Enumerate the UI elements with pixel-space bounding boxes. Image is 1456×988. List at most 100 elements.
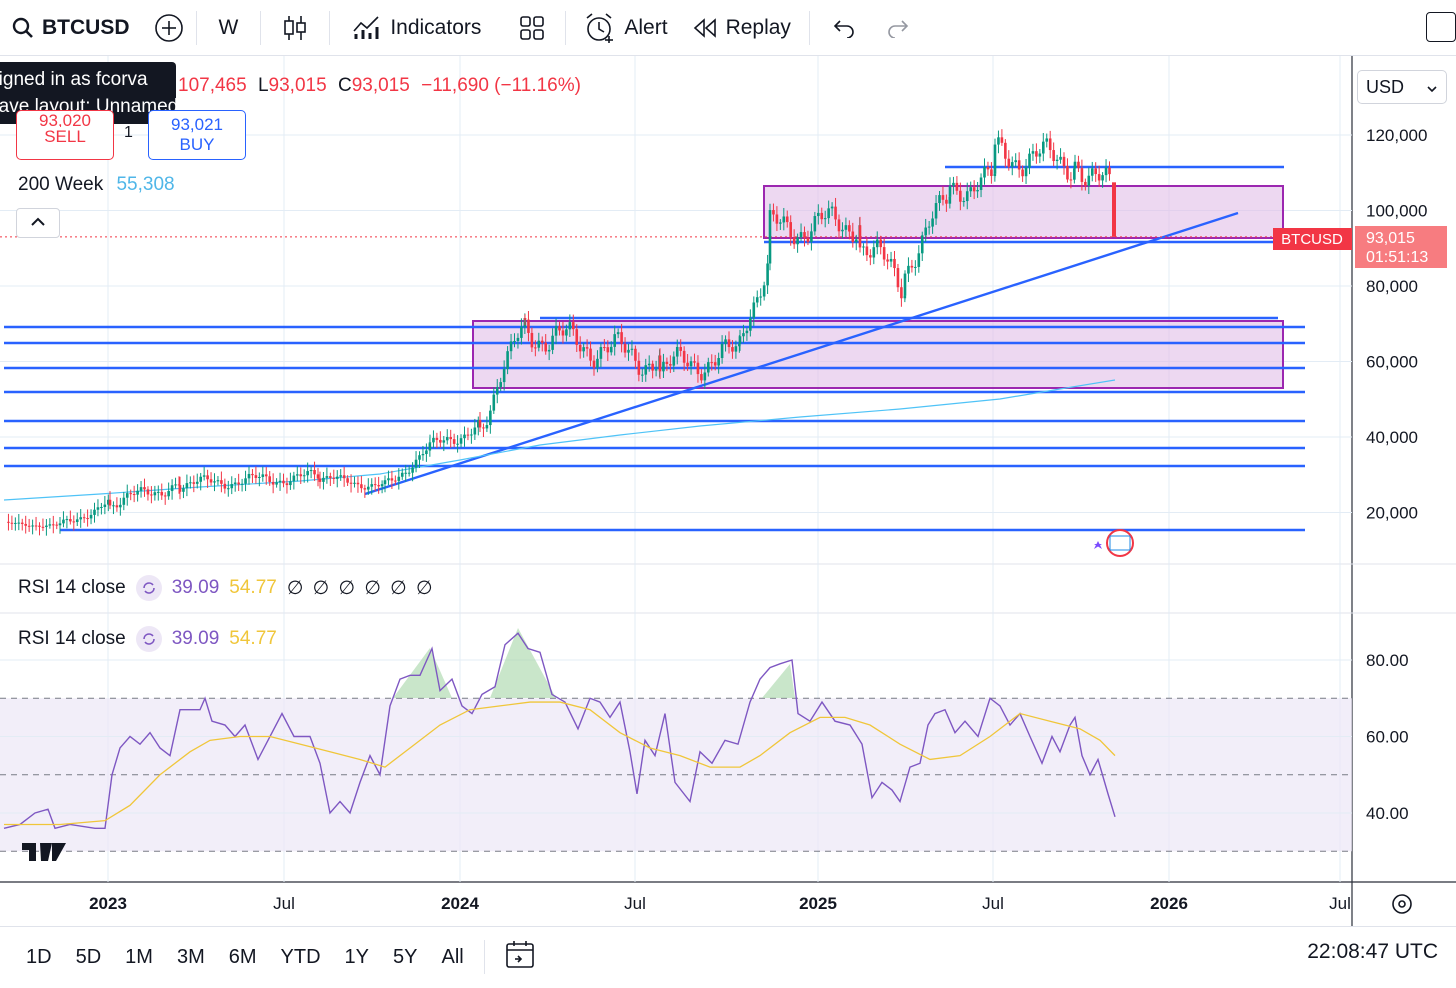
candle-body xyxy=(485,425,489,429)
collapse-legend-button[interactable] xyxy=(16,208,60,238)
candle-body xyxy=(742,333,745,337)
range-5d[interactable]: 5D xyxy=(75,945,102,968)
rsi-legend-1[interactable]: RSI 14 close 39.09 54.77 ∅ ∅ ∅ ∅ ∅ ∅ xyxy=(18,575,435,601)
redo-button[interactable] xyxy=(876,0,922,56)
candle-body xyxy=(720,343,724,359)
candle-body xyxy=(360,484,363,489)
candle-body xyxy=(827,208,830,219)
range-1m[interactable]: 1M xyxy=(125,945,153,968)
candle-body xyxy=(325,476,329,478)
candle-body xyxy=(990,169,993,176)
candle-body xyxy=(851,231,855,242)
candle-body xyxy=(442,440,446,443)
range-6m[interactable]: 6M xyxy=(228,945,257,968)
currency-select[interactable]: USD xyxy=(1357,70,1447,104)
rsi-axis-label: 60.00 xyxy=(1366,728,1409,747)
candle-body xyxy=(153,492,157,496)
chart-type-button[interactable] xyxy=(261,0,329,56)
candle-body xyxy=(425,450,428,455)
interval-label: W xyxy=(218,15,239,39)
candle-body xyxy=(258,476,261,478)
compare-button[interactable] xyxy=(142,0,196,56)
candle-body xyxy=(160,491,164,496)
candle-body xyxy=(380,484,384,487)
candle-body xyxy=(1031,151,1035,154)
time-axis-label: 2023 xyxy=(89,894,127,913)
symbol-search[interactable]: BTCUSD xyxy=(0,0,142,56)
candle-body xyxy=(703,372,707,381)
time-axis-label: 2025 xyxy=(799,894,837,913)
undo-button[interactable] xyxy=(810,0,876,56)
candle-body xyxy=(189,482,192,484)
candle-body xyxy=(143,487,146,490)
range-all[interactable]: All xyxy=(441,945,464,968)
goto-date-button[interactable] xyxy=(493,927,547,988)
candle-body xyxy=(445,437,449,441)
candle-body xyxy=(834,206,837,220)
candle-body xyxy=(418,455,421,460)
candle-body xyxy=(306,471,309,476)
rsi-legend-2[interactable]: RSI 14 close 39.09 54.77 xyxy=(18,626,277,652)
candle-body xyxy=(810,231,813,242)
candle-body xyxy=(411,467,414,473)
buy-button[interactable]: 93,021 BUY xyxy=(148,110,246,160)
candle-body xyxy=(889,258,893,262)
main-chart[interactable]: 120,000 100,000 80,000 60,000 40,000 20,000 BT… xyxy=(0,56,1456,926)
range-box-lower xyxy=(472,320,1284,389)
candle-body xyxy=(768,210,772,264)
fullscreen-button[interactable] xyxy=(1426,12,1456,42)
candle-body xyxy=(558,326,561,331)
order-quantity[interactable]: 1 xyxy=(124,124,133,141)
candle-body xyxy=(644,365,648,375)
ma-value: 55,308 xyxy=(116,174,175,195)
time-axis-label: Jul xyxy=(982,894,1004,913)
range-5y[interactable]: 5Y xyxy=(393,945,418,968)
candle-body xyxy=(799,232,803,238)
candle-body xyxy=(516,337,520,341)
candle-body xyxy=(654,369,658,371)
candle-body xyxy=(185,483,189,489)
candle-body xyxy=(100,506,103,508)
candle-body xyxy=(1104,167,1108,176)
ma-legend[interactable]: 200 Week 55,308 xyxy=(18,174,175,196)
replay-button[interactable]: Replay xyxy=(686,0,809,56)
candle-body xyxy=(309,469,313,472)
candle-body xyxy=(178,485,182,492)
candle-body xyxy=(387,478,390,481)
candle-body xyxy=(523,318,527,320)
candle-body xyxy=(296,474,299,476)
interval-button[interactable]: W xyxy=(197,0,261,56)
symbol-price-tag-label: BTCUSD xyxy=(1281,231,1343,248)
candle-body xyxy=(1042,141,1045,154)
candle-body xyxy=(499,382,502,387)
range-1d[interactable]: 1D xyxy=(26,945,52,968)
candle-body xyxy=(585,347,589,349)
range-1y[interactable]: 1Y xyxy=(344,945,370,968)
alert-button[interactable]: Alert xyxy=(566,0,685,56)
candle-body xyxy=(373,484,377,486)
clock: 22:08:47 UTC xyxy=(1307,940,1438,963)
candle-body xyxy=(993,144,997,174)
sell-button[interactable]: 93,020 SELL xyxy=(16,110,114,160)
ohlc-low: 93,015 xyxy=(268,75,327,96)
indicators-button[interactable]: Indicators xyxy=(330,0,499,56)
price-tag xyxy=(1355,226,1447,268)
candle-body xyxy=(948,185,952,197)
candle-body xyxy=(489,410,492,426)
candle-body xyxy=(216,480,220,482)
layouts-button[interactable] xyxy=(499,0,565,56)
candle-body xyxy=(65,519,69,521)
candle-body xyxy=(917,253,921,267)
candle-body xyxy=(58,523,62,526)
range-ytd[interactable]: YTD xyxy=(280,945,321,968)
candle-body xyxy=(1069,179,1073,181)
candle-body xyxy=(482,427,485,429)
ohlc-legend: 107,465 L93,015 C93,015 −11,690 (−11.16%… xyxy=(178,75,581,97)
candle-body xyxy=(170,485,174,492)
candle-body xyxy=(903,273,907,296)
range-3m[interactable]: 3M xyxy=(176,945,205,968)
candle-body xyxy=(682,350,686,363)
sell-label: SELL xyxy=(44,127,86,146)
price-tag-value: 93,015 xyxy=(1366,230,1415,247)
candle-body xyxy=(572,322,575,330)
